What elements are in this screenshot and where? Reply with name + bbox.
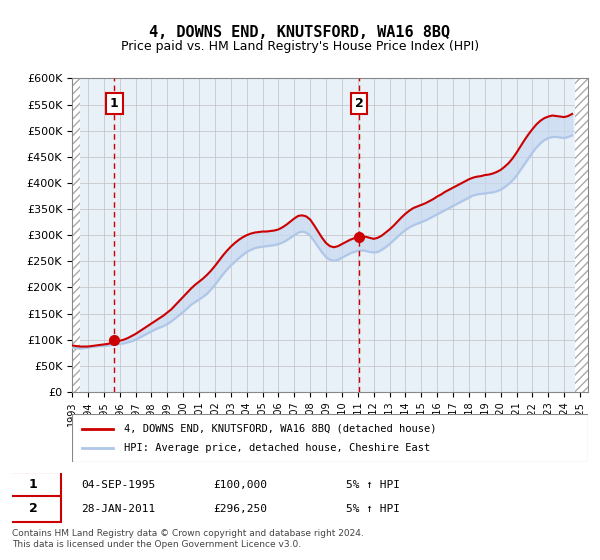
Text: 4, DOWNS END, KNUTSFORD, WA16 8BQ (detached house): 4, DOWNS END, KNUTSFORD, WA16 8BQ (detac… [124, 424, 436, 433]
FancyBboxPatch shape [72, 414, 588, 462]
Text: 5% ↑ HPI: 5% ↑ HPI [346, 480, 400, 490]
Text: 2: 2 [29, 502, 38, 515]
Text: 4, DOWNS END, KNUTSFORD, WA16 8BQ: 4, DOWNS END, KNUTSFORD, WA16 8BQ [149, 25, 451, 40]
Bar [72, 78, 80, 392]
Text: Price paid vs. HM Land Registry's House Price Index (HPI): Price paid vs. HM Land Registry's House … [121, 40, 479, 53]
Text: 1: 1 [29, 478, 38, 491]
FancyBboxPatch shape [6, 472, 61, 498]
Text: 2: 2 [355, 97, 364, 110]
Text: 1: 1 [110, 97, 119, 110]
Text: 28-JAN-2011: 28-JAN-2011 [81, 503, 155, 514]
Text: Contains HM Land Registry data © Crown copyright and database right 2024.
This d: Contains HM Land Registry data © Crown c… [12, 529, 364, 549]
Text: £100,000: £100,000 [214, 480, 268, 490]
Text: 5% ↑ HPI: 5% ↑ HPI [346, 503, 400, 514]
Text: £296,250: £296,250 [214, 503, 268, 514]
Bar [575, 78, 588, 392]
Text: HPI: Average price, detached house, Cheshire East: HPI: Average price, detached house, Ches… [124, 443, 430, 452]
Text: 04-SEP-1995: 04-SEP-1995 [81, 480, 155, 490]
FancyBboxPatch shape [6, 496, 61, 521]
